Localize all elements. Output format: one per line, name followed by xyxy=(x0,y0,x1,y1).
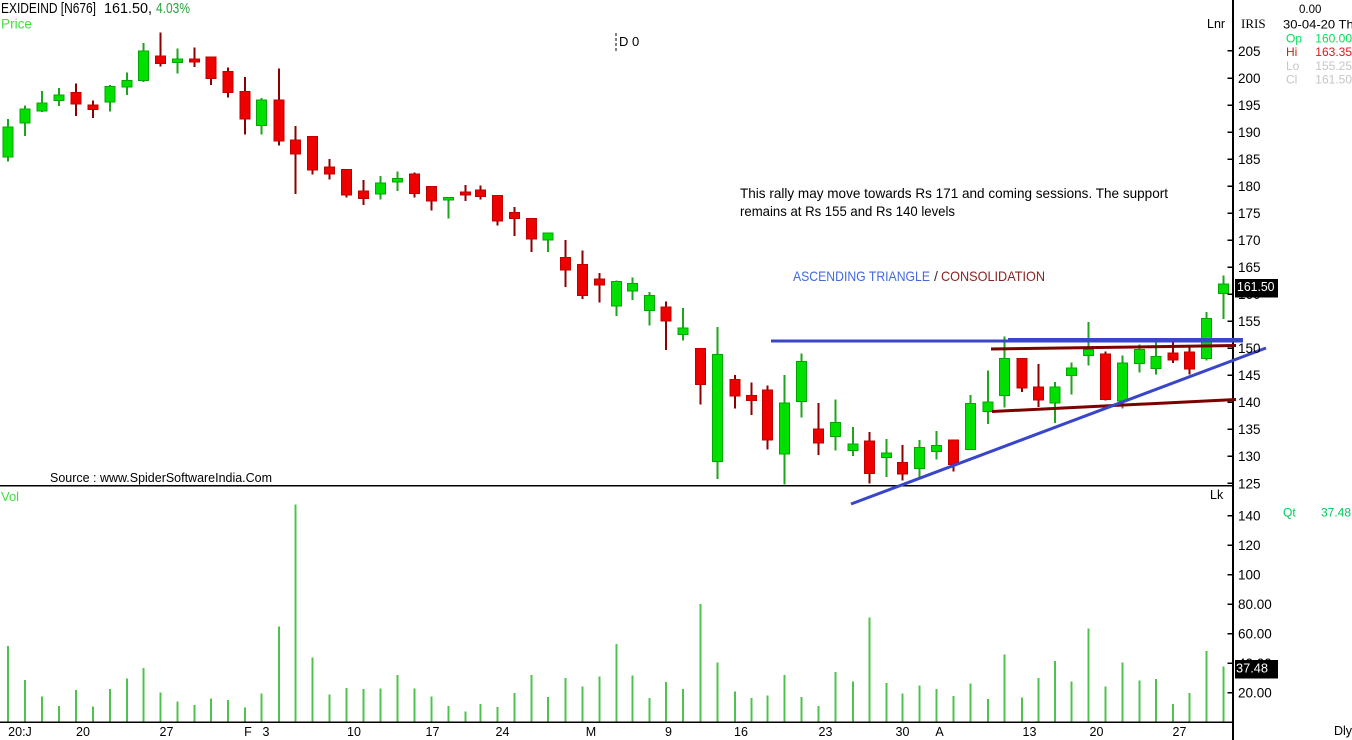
svg-text:Vol: Vol xyxy=(1,489,19,504)
svg-text:D 0: D 0 xyxy=(619,34,639,49)
svg-text:CONSOLIDATION: CONSOLIDATION xyxy=(941,268,1045,284)
svg-text:190: 190 xyxy=(1238,125,1261,140)
svg-text:100: 100 xyxy=(1238,567,1261,582)
svg-text:20.00: 20.00 xyxy=(1238,685,1272,700)
svg-text:Lo: Lo xyxy=(1286,59,1300,73)
svg-text:140: 140 xyxy=(1238,508,1261,523)
svg-text:Lnr: Lnr xyxy=(1207,17,1225,31)
svg-text:145: 145 xyxy=(1238,368,1261,383)
svg-text:200: 200 xyxy=(1238,71,1261,86)
svg-text:A: A xyxy=(935,725,944,739)
svg-text:Source : www.SpiderSoftwareInd: Source : www.SpiderSoftwareIndia.Com xyxy=(50,470,272,485)
svg-text:IRIS: IRIS xyxy=(1241,16,1266,31)
svg-text:9: 9 xyxy=(665,725,672,739)
svg-text:150: 150 xyxy=(1238,341,1261,356)
svg-text:23: 23 xyxy=(819,725,833,739)
svg-text:4.03%: 4.03% xyxy=(156,1,190,17)
svg-text:37.48: 37.48 xyxy=(1236,660,1268,675)
svg-text:Lk: Lk xyxy=(1210,488,1224,502)
svg-text:Dly: Dly xyxy=(1334,724,1352,738)
svg-text:27: 27 xyxy=(160,725,174,739)
svg-text:Price: Price xyxy=(1,16,32,32)
svg-text:161.50,: 161.50, xyxy=(104,1,152,17)
svg-text:This rally may move towards Rs: This rally may move towards Rs 171 and c… xyxy=(740,185,1168,201)
svg-text:13: 13 xyxy=(1023,725,1037,739)
svg-text:Op: Op xyxy=(1286,32,1302,46)
svg-text:120: 120 xyxy=(1238,538,1261,553)
svg-text:17: 17 xyxy=(426,725,440,739)
svg-text:Hi: Hi xyxy=(1286,45,1297,59)
svg-text:180: 180 xyxy=(1238,179,1261,194)
svg-text:30: 30 xyxy=(896,725,910,739)
svg-text:60.00: 60.00 xyxy=(1238,626,1272,641)
svg-text:155: 155 xyxy=(1238,314,1261,329)
svg-text:/: / xyxy=(934,268,938,284)
svg-text:20: 20 xyxy=(1090,725,1104,739)
svg-text:24: 24 xyxy=(496,725,510,739)
svg-text:170: 170 xyxy=(1238,233,1261,248)
svg-text:3: 3 xyxy=(263,725,270,739)
svg-text:37.48: 37.48 xyxy=(1321,506,1351,520)
svg-text:10: 10 xyxy=(347,725,361,739)
svg-text:20: 20 xyxy=(76,725,90,739)
svg-text:155.25: 155.25 xyxy=(1315,59,1352,73)
svg-text:175: 175 xyxy=(1238,206,1261,221)
svg-text:185: 185 xyxy=(1238,152,1261,167)
svg-text:161.50: 161.50 xyxy=(1315,73,1352,87)
svg-text:161.50: 161.50 xyxy=(1237,279,1275,294)
svg-text:125: 125 xyxy=(1238,476,1261,491)
svg-text:205: 205 xyxy=(1238,44,1261,59)
svg-text:80.00: 80.00 xyxy=(1238,597,1272,612)
svg-text:16: 16 xyxy=(734,725,748,739)
svg-text:135: 135 xyxy=(1238,422,1261,437)
svg-text:M: M xyxy=(586,725,596,739)
svg-text:Qt: Qt xyxy=(1283,506,1296,520)
svg-text:27: 27 xyxy=(1173,725,1187,739)
svg-text:F: F xyxy=(244,725,252,739)
svg-text:EXIDEIND [N676]: EXIDEIND [N676] xyxy=(1,0,96,17)
svg-text:ASCENDING TRIANGLE: ASCENDING TRIANGLE xyxy=(793,268,930,284)
svg-text:163.35: 163.35 xyxy=(1315,45,1352,59)
svg-text:remains at Rs 155 and Rs 140 l: remains at Rs 155 and Rs 140 levels xyxy=(740,203,955,219)
svg-text:Cl: Cl xyxy=(1286,73,1297,87)
svg-text:165: 165 xyxy=(1238,260,1261,275)
svg-text:0.00: 0.00 xyxy=(1299,4,1321,16)
svg-text:195: 195 xyxy=(1238,98,1261,113)
svg-text:20:J: 20:J xyxy=(8,725,32,739)
svg-text:160.00: 160.00 xyxy=(1315,32,1352,46)
svg-text:140: 140 xyxy=(1238,395,1261,410)
svg-text:30-04-20 Thu: 30-04-20 Thu xyxy=(1283,18,1352,32)
svg-text:130: 130 xyxy=(1238,449,1261,464)
